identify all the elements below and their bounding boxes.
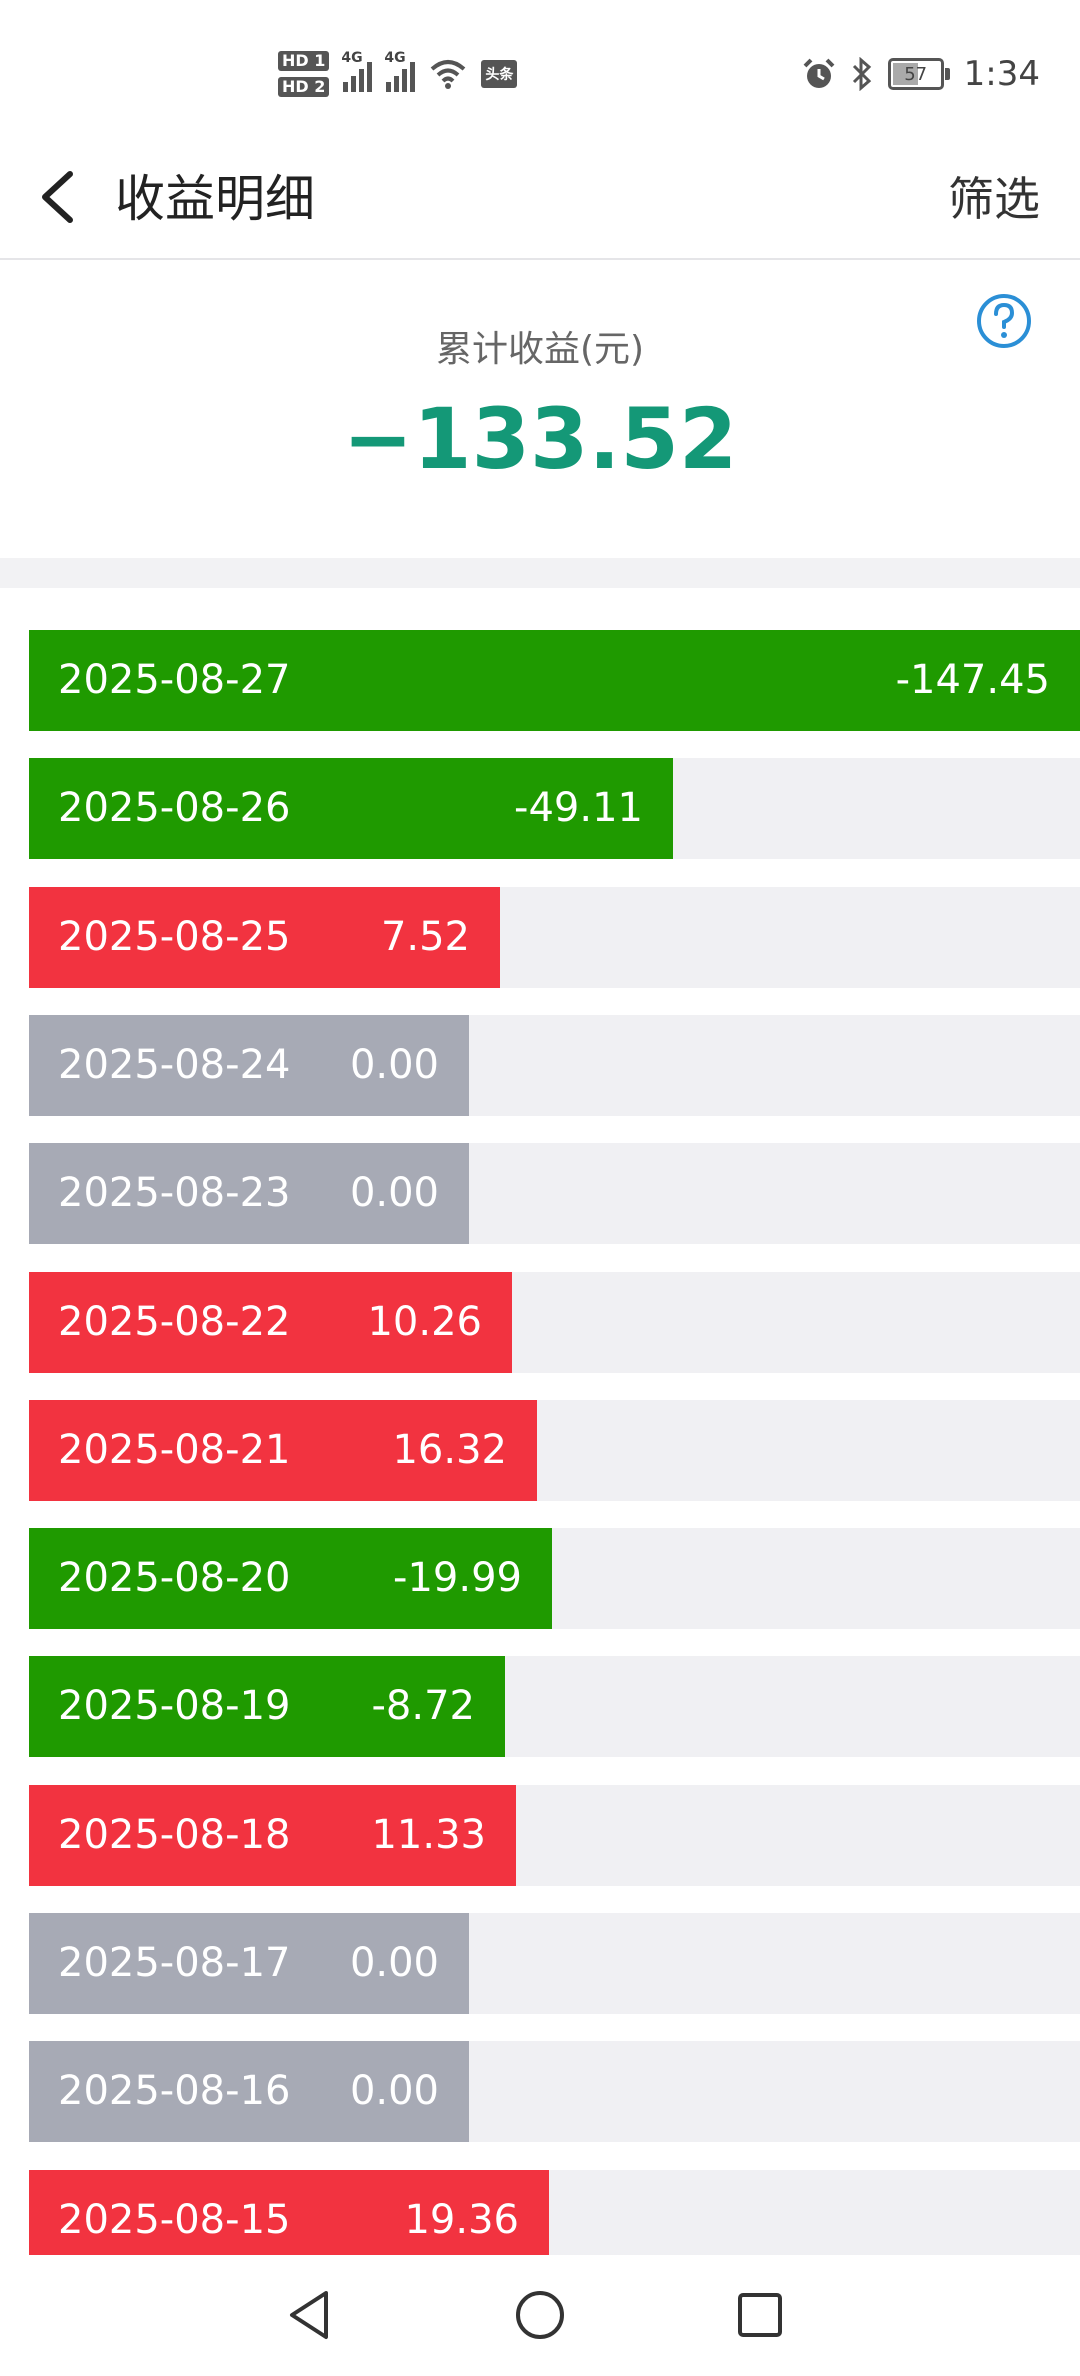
daily-earnings-list: 2025-08-27 -147.45 2025-08-26 -49.11 2025-08… — [29, 630, 1080, 2255]
row-date: 2025-08-22 — [58, 1299, 291, 1345]
earnings-row[interactable]: 2025-08-24 0.00 — [29, 1015, 1080, 1116]
row-date: 2025-08-20 — [58, 1555, 291, 1601]
row-value: 0.00 — [349, 1170, 439, 1216]
help-icon[interactable] — [975, 292, 1033, 350]
earnings-bar: 2025-08-25 7.52 — [29, 887, 500, 988]
earnings-row[interactable]: 2025-08-21 16.32 — [29, 1400, 1080, 1501]
earnings-row[interactable]: 2025-08-26 -49.11 — [29, 758, 1080, 859]
row-value: -49.11 — [514, 785, 643, 831]
status-bar: HD 1 HD 2 4G 4G 头条 57 — [0, 0, 1080, 140]
earnings-row[interactable]: 2025-08-16 0.00 — [29, 2041, 1080, 2142]
row-value: 19.36 — [404, 2197, 519, 2243]
hd-sim1-icon: HD 1 — [278, 51, 330, 71]
nav-back-icon[interactable] — [280, 2285, 340, 2345]
earnings-bar: 2025-08-26 -49.11 — [29, 758, 673, 859]
row-date: 2025-08-16 — [58, 2068, 291, 2114]
status-time: 1:34 — [963, 54, 1040, 94]
row-date: 2025-08-19 — [58, 1683, 291, 1729]
row-value: 10.26 — [367, 1299, 482, 1345]
row-value: -147.45 — [895, 657, 1050, 703]
network-type-label: 4G — [384, 50, 406, 66]
system-nav-bar — [0, 2255, 1080, 2376]
toutiao-app-icon: 头条 — [481, 60, 518, 88]
earnings-row[interactable]: 2025-08-20 -19.99 — [29, 1528, 1080, 1629]
earnings-bar: 2025-08-18 11.33 — [29, 1785, 516, 1886]
row-date: 2025-08-21 — [58, 1427, 291, 1473]
row-value: 7.52 — [380, 914, 470, 960]
row-value: 11.33 — [371, 1812, 486, 1858]
row-date: 2025-08-26 — [58, 785, 291, 831]
earnings-bar: 2025-08-16 0.00 — [29, 2041, 469, 2142]
earnings-row[interactable]: 2025-08-22 10.26 — [29, 1272, 1080, 1373]
signal-sim1-icon: 4G — [341, 50, 373, 92]
row-date: 2025-08-17 — [58, 1940, 291, 1986]
battery-level-fill — [892, 63, 918, 85]
back-arrow-icon[interactable] — [30, 162, 90, 232]
earnings-bar: 2025-08-22 10.26 — [29, 1272, 512, 1373]
nav-recents-icon[interactable] — [730, 2285, 790, 2345]
row-value: 16.32 — [392, 1427, 507, 1473]
earnings-bar: 2025-08-19 -8.72 — [29, 1656, 505, 1757]
cumulative-earnings-value: −133.52 — [342, 390, 738, 488]
app-header: 收益明细 筛选 — [0, 140, 1080, 260]
row-date: 2025-08-25 — [58, 914, 291, 960]
earnings-row[interactable]: 2025-08-18 11.33 — [29, 1785, 1080, 1886]
earnings-row[interactable]: 2025-08-27 -147.45 — [29, 630, 1080, 731]
earnings-bar: 2025-08-15 19.36 — [29, 2170, 549, 2255]
wifi-icon — [431, 60, 466, 89]
hd-indicators: HD 1 HD 2 — [278, 51, 330, 97]
earnings-bar: 2025-08-17 0.00 — [29, 1913, 469, 2014]
row-value: -19.99 — [393, 1555, 522, 1601]
row-date: 2025-08-18 — [58, 1812, 291, 1858]
bluetooth-icon — [852, 57, 871, 91]
row-value: 0.00 — [349, 1042, 439, 1088]
earnings-bar: 2025-08-21 16.32 — [29, 1400, 537, 1501]
battery-percent: 57 — [904, 63, 928, 85]
earnings-bar: 2025-08-20 -19.99 — [29, 1528, 552, 1629]
row-date: 2025-08-23 — [58, 1170, 291, 1216]
nav-home-icon[interactable] — [510, 2285, 570, 2345]
cumulative-earnings-label: 累计收益(元) — [435, 329, 645, 370]
earnings-bar: 2025-08-27 -147.45 — [29, 630, 1080, 731]
row-date: 2025-08-24 — [58, 1042, 291, 1088]
status-right-group: 57 1:34 — [802, 52, 1040, 96]
alarm-icon — [803, 58, 835, 88]
earnings-summary: 累计收益(元) −133.52 — [0, 260, 1080, 558]
earnings-row[interactable]: 2025-08-25 7.52 — [29, 887, 1080, 988]
earnings-row[interactable]: 2025-08-15 19.36 — [29, 2170, 1080, 2255]
hd-sim2-icon: HD 2 — [278, 77, 330, 97]
page-title: 收益明细 — [115, 170, 315, 228]
earnings-row[interactable]: 2025-08-17 0.00 — [29, 1913, 1080, 2014]
earnings-row[interactable]: 2025-08-19 -8.72 — [29, 1656, 1080, 1757]
section-divider — [0, 558, 1080, 588]
network-type-label: 4G — [341, 50, 363, 66]
filter-button[interactable]: 筛选 — [948, 172, 1040, 226]
signal-sim2-icon: 4G — [384, 50, 416, 92]
row-date: 2025-08-15 — [58, 2197, 291, 2243]
earnings-bar: 2025-08-24 0.00 — [29, 1015, 469, 1116]
status-left-group: HD 1 HD 2 4G 4G 头条 — [278, 42, 518, 106]
earnings-bar: 2025-08-23 0.00 — [29, 1143, 469, 1244]
row-value: 0.00 — [349, 2068, 439, 2114]
battery-icon: 57 — [887, 58, 950, 90]
row-value: -8.72 — [371, 1683, 476, 1729]
earnings-row[interactable]: 2025-08-23 0.00 — [29, 1143, 1080, 1244]
row-date: 2025-08-27 — [58, 657, 291, 703]
row-value: 0.00 — [349, 1940, 439, 1986]
